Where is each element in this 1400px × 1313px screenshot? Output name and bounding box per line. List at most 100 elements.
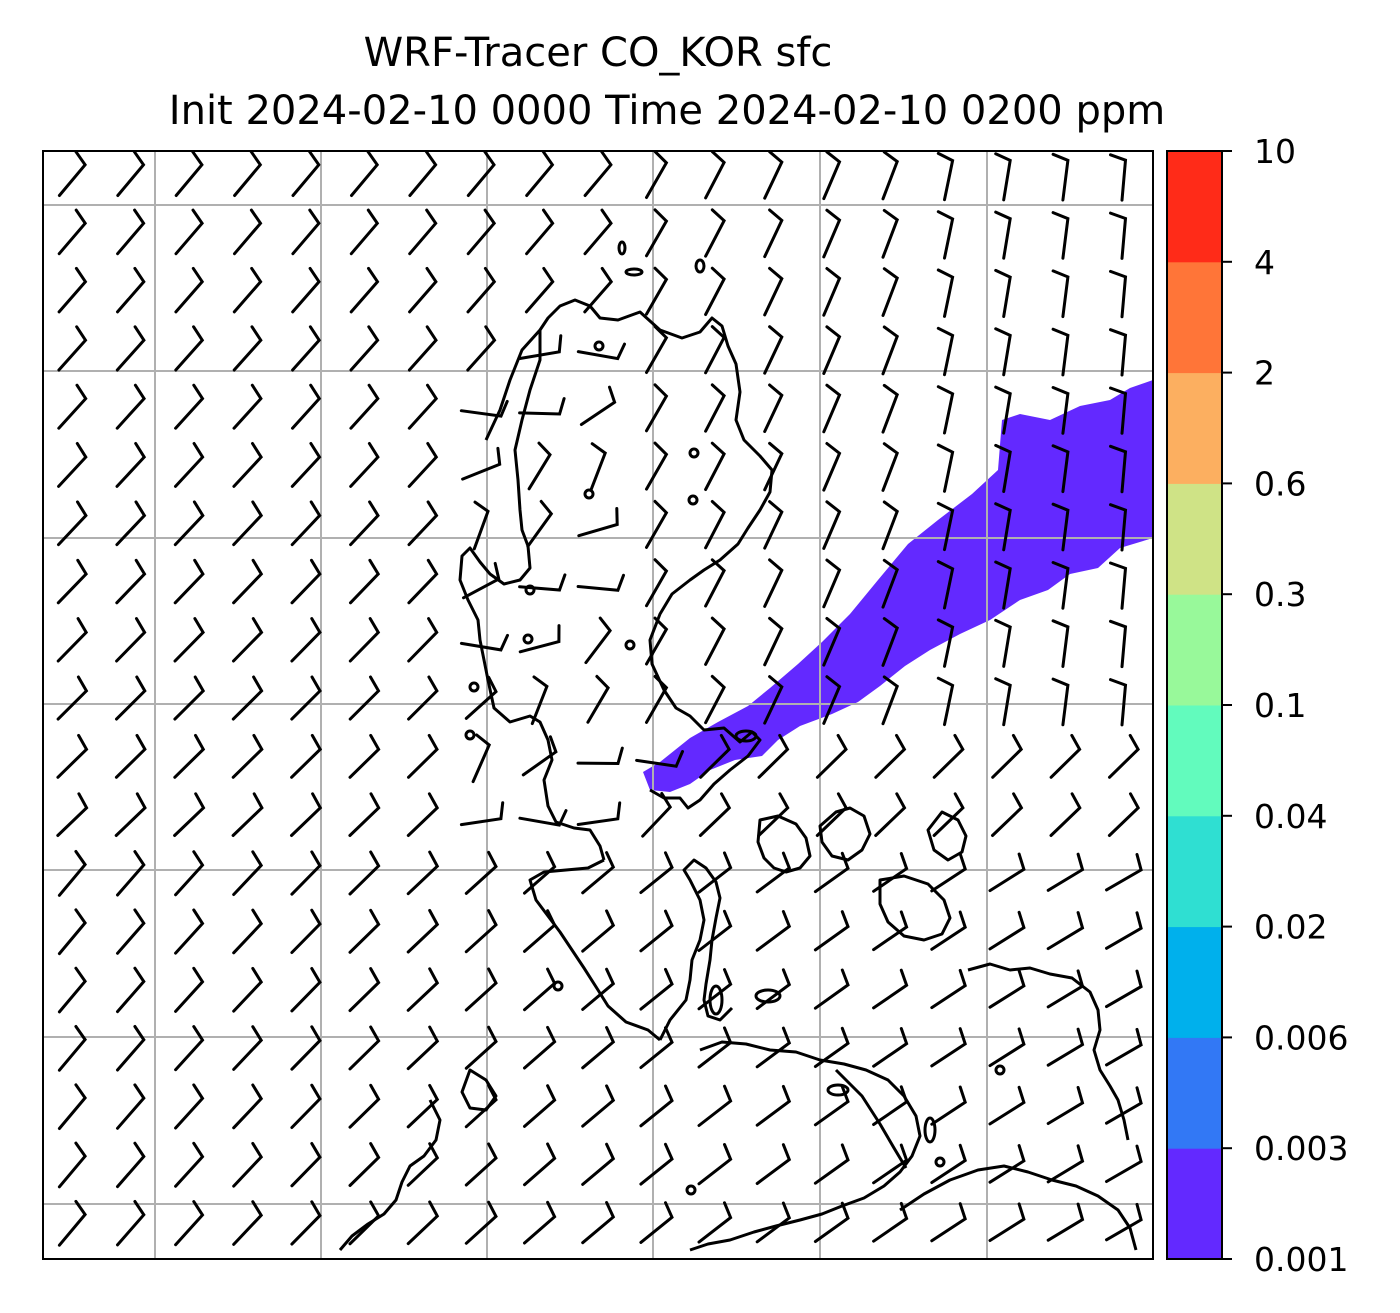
wind-barb: [406, 1025, 440, 1071]
wind-barb: [232, 266, 263, 314]
wind-barb: [704, 674, 726, 725]
wind-barb: [462, 561, 501, 600]
wind-barb: [822, 442, 842, 492]
wind-barb: [930, 1143, 967, 1184]
wind-barb: [527, 441, 552, 491]
wind-barb: [1049, 792, 1082, 837]
wind-barb: [56, 733, 89, 779]
wind-barb: [56, 558, 88, 605]
wind-barb: [1046, 1086, 1085, 1125]
wind-barb: [349, 558, 381, 605]
wind-barb: [581, 851, 616, 895]
wind-barb: [994, 385, 1012, 435]
wind-barb: [57, 1083, 87, 1130]
colorbar-tick-label: 0.04: [1254, 797, 1327, 836]
colorbar-tick-label: 0.003: [1254, 1129, 1348, 1168]
wind-barb: [466, 208, 497, 256]
wind-barb: [115, 558, 147, 605]
wind-barb: [233, 151, 263, 197]
wind-barb: [291, 151, 321, 197]
wind-barb: [936, 676, 955, 727]
wind-barb: [57, 325, 88, 372]
colorbar-tick-label: 2: [1254, 354, 1275, 393]
wind-barb: [1046, 1027, 1085, 1067]
wind-barb: [697, 1084, 733, 1127]
wind-barb: [348, 792, 381, 837]
wind-barb: [1105, 911, 1143, 950]
wind-barb: [408, 151, 438, 197]
wind-barb: [406, 967, 440, 1012]
wind-barb: [348, 1083, 381, 1129]
wind-barb: [406, 1083, 440, 1129]
wind-barb: [1109, 211, 1128, 260]
wind-barb: [57, 1199, 87, 1247]
wind-barb: [881, 151, 900, 201]
wind-barb: [988, 1085, 1026, 1126]
wind-barb: [116, 966, 146, 1014]
wind-barb: [1051, 561, 1070, 610]
wind-barb: [348, 967, 381, 1013]
wind-barb: [641, 792, 673, 838]
wind-barb: [704, 500, 726, 550]
wind-barb: [930, 1027, 967, 1068]
wind-barb: [57, 500, 88, 547]
wind-barb: [872, 910, 909, 952]
wind-barb: [813, 910, 850, 952]
wind-barb: [1051, 386, 1070, 435]
wind-barb: [232, 1083, 264, 1130]
wind-barb: [930, 1202, 967, 1243]
wind-barb: [291, 383, 322, 430]
wind-barb: [1046, 852, 1085, 892]
wind-barb: [991, 792, 1024, 837]
wind-barb: [639, 1201, 674, 1244]
wind-barb: [232, 383, 263, 430]
wind-barb: [988, 1027, 1026, 1068]
wind-barb: [1105, 853, 1143, 892]
wind-barb: [581, 967, 616, 1011]
wind-barb: [874, 792, 907, 837]
wind-barb: [464, 1025, 498, 1070]
wind-barb: [872, 1143, 909, 1185]
wind-barb: [755, 910, 792, 952]
wind-barb: [988, 852, 1026, 893]
wind-barb: [1105, 1144, 1143, 1183]
wind-barb: [697, 851, 733, 894]
wind-barb: [115, 442, 147, 488]
wind-barb: [407, 325, 438, 372]
wind-barb: [822, 325, 842, 375]
wind-barb: [698, 792, 732, 837]
wind-barb: [115, 383, 146, 430]
wind-barb: [586, 674, 610, 724]
wind-barb: [464, 967, 498, 1012]
colorbar-band: [1167, 1148, 1222, 1260]
wind-barb: [348, 617, 381, 663]
wind-barb: [1046, 1144, 1085, 1184]
wind-barb: [290, 442, 322, 488]
wind-barb: [576, 801, 622, 826]
wind-barb: [881, 500, 900, 551]
wind-barb: [1051, 269, 1070, 319]
wind-barb: [1051, 211, 1070, 260]
wind-barb: [174, 383, 205, 430]
wind-barb: [114, 792, 147, 837]
wind-barb: [232, 1025, 264, 1071]
wind-barb: [872, 1027, 909, 1068]
wind-barb: [57, 908, 87, 956]
wind-barb: [232, 558, 264, 605]
wind-barb: [290, 1083, 322, 1129]
wind-barb: [881, 325, 900, 376]
wind-barb: [704, 266, 726, 316]
wind-barb: [174, 850, 205, 897]
wind-barb: [407, 617, 439, 663]
wind-barb: [290, 792, 323, 837]
wind-barb: [936, 210, 955, 260]
wind-barb: [291, 266, 321, 314]
wind-barb: [697, 1201, 733, 1244]
wind-barb: [994, 618, 1012, 668]
wind-barb: [639, 1084, 674, 1128]
wind-barb: [57, 266, 88, 314]
wind-barb: [523, 850, 557, 895]
wind-barb: [583, 266, 614, 314]
wind-barb: [994, 268, 1012, 318]
